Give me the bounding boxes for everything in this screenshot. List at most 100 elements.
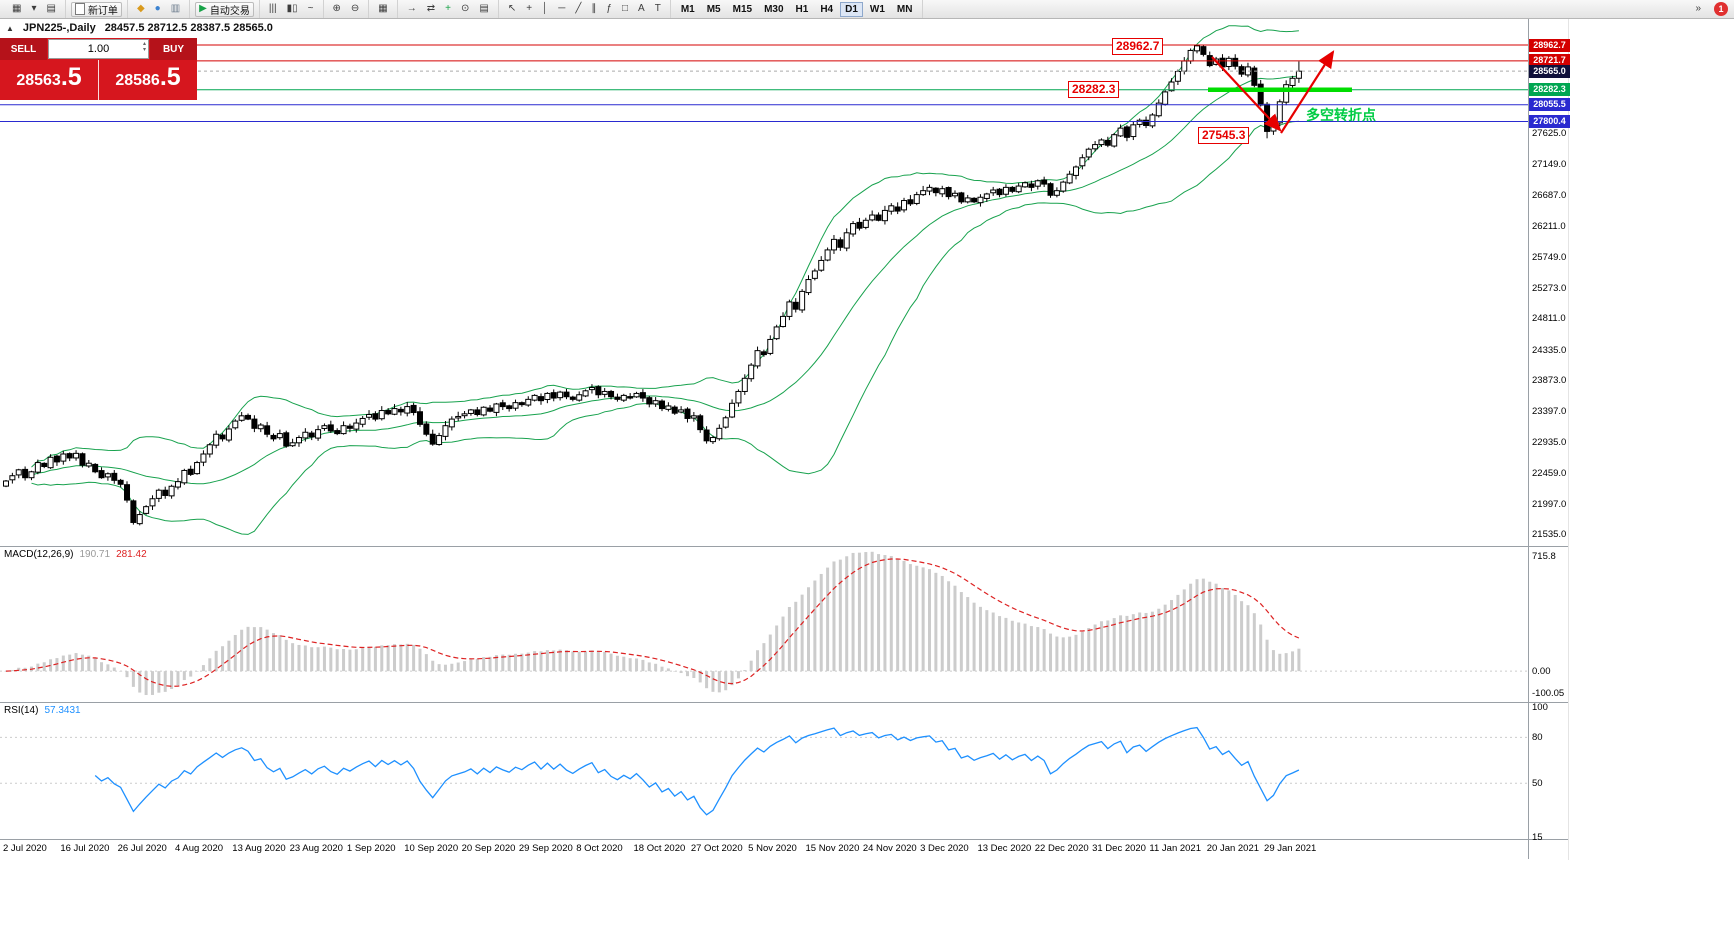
autotrading-button[interactable]: ▶ 自动交易 [195, 1, 254, 17]
trade-panel-controls: SELL 1.00 ▴ ▾ BUY [0, 38, 197, 60]
time-axis-label: 2 Jul 2020 [3, 843, 47, 854]
time-axis-label: 13 Dec 2020 [977, 843, 1032, 854]
time-axis-label: 5 Nov 2020 [748, 843, 797, 854]
price-axis-label: 21535.0 [1532, 528, 1567, 540]
macd-panel-separator[interactable] [0, 546, 1568, 547]
order-ticket-icon [74, 3, 85, 15]
price-axis-label: 22935.0 [1532, 436, 1567, 448]
time-axis-label: 20 Jan 2021 [1206, 843, 1260, 854]
market-icon[interactable]: ● [151, 2, 165, 17]
zoom-out-icon[interactable]: ⊖ [347, 2, 363, 17]
time-axis[interactable]: 2 Jul 2020 16 Jul 2020 26 Jul 2020 4 Aug 20… [0, 840, 1528, 860]
bar-chart-icon[interactable]: ||| [265, 2, 281, 17]
price-axis-tag: 27800.4 [1529, 115, 1570, 129]
chevron-overflow-icon: » [1695, 3, 1701, 14]
cursor-icon[interactable]: ↖ [504, 2, 520, 17]
bollinger-upper [31, 25, 1299, 468]
tf-m30[interactable]: M30 [759, 2, 788, 17]
arrows-icon[interactable]: T [651, 2, 665, 17]
volume-input[interactable]: 1.00 ▴ ▾ [48, 39, 149, 59]
price-axis-border [1528, 19, 1529, 859]
trendline-icon[interactable]: ╱ [571, 2, 585, 17]
templates-icon[interactable]: ▤ [475, 2, 492, 17]
price-axis-label: 24811.0 [1532, 313, 1566, 325]
bollinger-middle [31, 75, 1299, 485]
price-axis-label: 26687.0 [1532, 189, 1567, 201]
time-axis-label: 18 Oct 2020 [633, 843, 686, 854]
sell-button[interactable]: SELL [0, 38, 47, 60]
price-axis-tag: 28962.7 [1529, 38, 1570, 52]
horizontal-line-icon[interactable]: ─ [554, 2, 569, 17]
metaeditor-icon[interactable]: ◆ [133, 2, 149, 17]
toolbar-group-charts: ▦ ▾ ▤ [3, 0, 66, 18]
toolbar-group-chart-controls: → ⇄ + ⊙ ▤ [398, 0, 499, 18]
macd-main-value: 190.71 [79, 549, 111, 560]
macd-axis-label: 715.8 [1532, 551, 1556, 562]
sell-price[interactable]: 28563.5 [16, 63, 82, 91]
tf-m15[interactable]: M15 [728, 2, 757, 17]
rsi-line [94, 726, 1300, 816]
price-axis-label: 21997.0 [1532, 498, 1567, 510]
tf-w1[interactable]: W1 [865, 2, 890, 17]
shapes-icon[interactable]: □ [618, 2, 632, 17]
price-axis-label: 25749.0 [1532, 251, 1567, 263]
toolbar-group-timeframes: M1 M5 M15 M30 H1 H4 D1 W1 MN [671, 0, 924, 18]
macd-name: MACD(12,26,9) [4, 549, 74, 560]
new-chart-icon[interactable]: ▦ [8, 2, 25, 17]
rsi-axis-label: 50 [1532, 778, 1543, 790]
tf-mn[interactable]: MN [892, 2, 918, 17]
chart-list-dropdown-icon[interactable]: ▾ [27, 2, 40, 17]
macd-panel [0, 551, 1528, 696]
tf-m5[interactable]: M5 [702, 2, 726, 17]
time-axis-label: 3 Dec 2020 [920, 843, 969, 854]
fibonacci-icon[interactable]: ƒ [602, 2, 616, 17]
toolbar-overflow-button[interactable]: » [1691, 2, 1705, 17]
time-axis-label: 29 Sep 2020 [518, 843, 573, 854]
tf-m1[interactable]: M1 [676, 2, 700, 17]
terminal-icon[interactable]: ▥ [167, 2, 184, 17]
tf-h1[interactable]: H1 [791, 2, 814, 17]
text-icon[interactable]: A [634, 2, 649, 17]
collapse-trade-panel-icon[interactable]: ▲ [6, 23, 14, 33]
channel-icon[interactable]: ∥ [587, 2, 600, 17]
crosshair-icon[interactable]: + [522, 2, 536, 17]
toolbar-groups: ▦ ▾ ▤ 新订单 ◆ ● ▥ ▶ 自动交易 ||| ▮▯ ~ ⊕ ⊖ ▦ → ⇄ + ⊙ ▤ ↖ + │ ─ ╱ ∥ ƒ □ A T M1… [3, 0, 924, 18]
notifications-badge[interactable]: 1 [1714, 2, 1728, 16]
trend-arrow-2 [1280, 50, 1335, 134]
buy-price[interactable]: 28586.5 [98, 60, 197, 100]
vertical-line-icon[interactable]: │ [538, 2, 552, 17]
price-axis-label: 24335.0 [1532, 344, 1567, 356]
rsi-panel-separator[interactable] [0, 702, 1568, 703]
profiles-icon[interactable]: ▤ [42, 2, 59, 17]
annotation-price-label: 28282.3 [1068, 81, 1120, 98]
symbol-period-label: JPN225-,Daily [22, 22, 96, 34]
time-axis-label: 23 Aug 2020 [289, 843, 343, 854]
trade-panel-prices: 28563.5 28586.5 [0, 60, 197, 100]
tile-windows-icon[interactable]: ▦ [374, 2, 391, 17]
buy-button[interactable]: BUY [150, 38, 197, 60]
periods-dropdown-icon[interactable]: ⊙ [457, 2, 473, 17]
macd-axis-label: -100.05 [1532, 688, 1565, 699]
macd-indicator-label: MACD(12,26,9) 190.71 281.42 [4, 549, 147, 560]
price-axis-label: 23873.0 [1532, 375, 1567, 387]
time-axis-label: 15 Nov 2020 [805, 843, 860, 854]
price-axis[interactable]: 27625.0 27149.0 26687.0 26211.0 25749.0 25273… [1528, 19, 1570, 843]
rsi-name: RSI(14) [4, 705, 39, 716]
indicators-add-icon[interactable]: + [441, 2, 455, 17]
price-axis-label: 25273.0 [1532, 282, 1567, 294]
annotation-price-label: 28962.7 [1112, 38, 1164, 55]
line-chart-icon[interactable]: ~ [304, 2, 318, 17]
tf-d1[interactable]: D1 [840, 1, 863, 17]
price-axis-label: 23397.0 [1532, 406, 1567, 418]
candlestick-chart-icon[interactable]: ▮▯ [283, 2, 302, 17]
toolbar-group-zoom: ⊕ ⊖ [324, 0, 370, 18]
chart-shift-icon[interactable]: ⇄ [423, 2, 439, 17]
tf-h4[interactable]: H4 [815, 2, 838, 17]
volume-spinner-icon[interactable]: ▴ ▾ [142, 41, 146, 53]
auto-scroll-icon[interactable]: → [403, 2, 421, 17]
new-order-button[interactable]: 新订单 [70, 1, 122, 17]
zoom-in-icon[interactable]: ⊕ [329, 2, 345, 17]
price-axis-label: 22459.0 [1532, 468, 1567, 480]
